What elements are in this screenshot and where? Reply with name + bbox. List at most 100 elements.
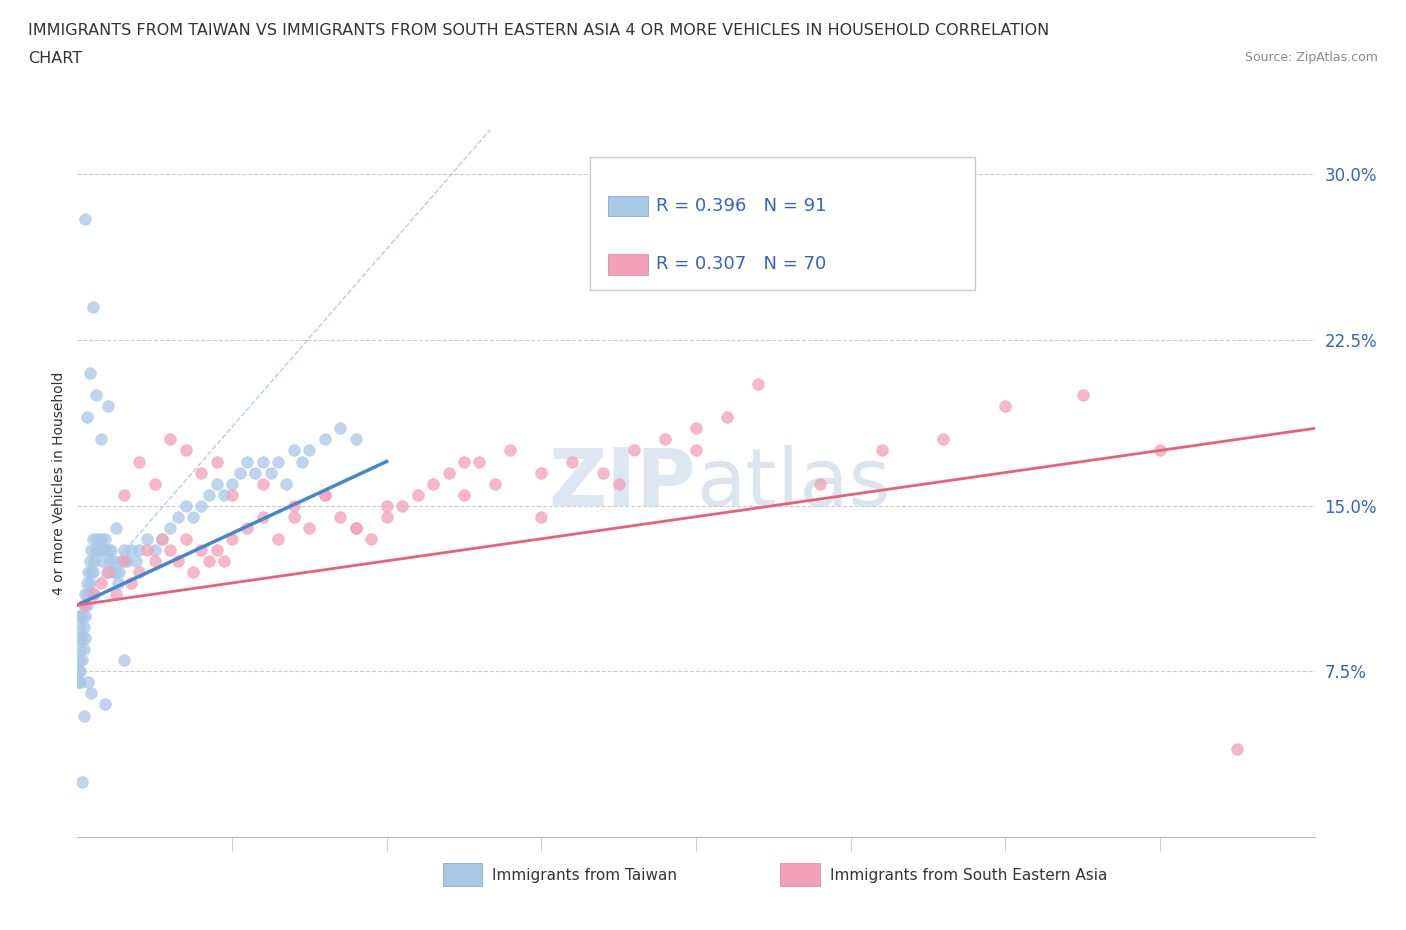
Point: [83, 587, 105, 602]
Y-axis label: 4 or more Vehicles in Household: 4 or more Vehicles in Household: [52, 372, 66, 595]
Point: [128, 454, 150, 469]
Point: [932, 432, 955, 447]
Point: [90, 432, 111, 447]
Point: [453, 487, 475, 502]
Point: [592, 465, 614, 480]
Point: [93, 542, 115, 557]
Point: [80, 542, 103, 557]
Point: [105, 587, 127, 602]
Point: [69, 619, 91, 634]
Point: [1226, 741, 1249, 756]
Point: [72, 642, 94, 657]
Point: [70, 775, 93, 790]
Point: [79, 365, 101, 380]
Point: [1149, 443, 1171, 458]
Point: [221, 487, 243, 502]
Point: [76, 598, 98, 613]
Point: [70, 609, 93, 624]
Point: [86, 531, 108, 546]
Point: [70, 653, 93, 668]
Point: [75, 587, 96, 602]
Point: [267, 454, 290, 469]
Point: [747, 377, 769, 392]
Point: [174, 443, 197, 458]
Point: [252, 510, 274, 525]
Point: [67, 631, 90, 645]
Point: [214, 553, 236, 568]
Point: [128, 565, 150, 579]
Point: [103, 553, 125, 568]
Point: [808, 476, 831, 491]
Point: [77, 675, 100, 690]
Point: [101, 565, 124, 579]
Point: [391, 498, 413, 513]
Point: [190, 465, 212, 480]
Point: [530, 510, 553, 525]
Point: [79, 576, 101, 591]
Point: [80, 565, 103, 579]
Point: [82, 587, 104, 602]
Point: [97, 542, 120, 557]
Point: [197, 553, 219, 568]
Point: [252, 476, 274, 491]
Point: [406, 487, 429, 502]
Point: [344, 521, 367, 536]
Point: [80, 686, 103, 701]
Point: [98, 553, 121, 568]
Point: [83, 553, 105, 568]
Point: [152, 531, 174, 546]
Point: [870, 443, 893, 458]
Point: [112, 542, 135, 557]
Point: [79, 553, 101, 568]
Point: [75, 609, 96, 624]
Point: [143, 542, 166, 557]
Point: [283, 443, 305, 458]
Text: Source: ZipAtlas.com: Source: ZipAtlas.com: [1244, 51, 1378, 64]
Point: [453, 454, 475, 469]
Point: [260, 465, 283, 480]
Text: CHART: CHART: [28, 51, 82, 66]
Point: [530, 465, 553, 480]
Point: [72, 598, 94, 613]
Point: [77, 587, 100, 602]
Point: [174, 531, 197, 546]
Text: IMMIGRANTS FROM TAIWAN VS IMMIGRANTS FROM SOUTH EASTERN ASIA 4 OR MORE VEHICLES : IMMIGRANTS FROM TAIWAN VS IMMIGRANTS FRO…: [28, 23, 1049, 38]
Point: [87, 542, 110, 557]
Point: [375, 498, 398, 513]
Point: [143, 476, 166, 491]
Point: [110, 553, 132, 568]
Point: [1071, 388, 1094, 403]
Point: [236, 521, 259, 536]
Point: [159, 542, 181, 557]
Point: [267, 531, 290, 546]
Point: [283, 510, 305, 525]
Point: [72, 619, 94, 634]
Point: [84, 542, 107, 557]
Point: [143, 553, 166, 568]
Point: [190, 542, 212, 557]
Point: [252, 454, 274, 469]
Point: [221, 476, 243, 491]
Point: [994, 399, 1017, 414]
Point: [183, 510, 205, 525]
Point: [75, 598, 96, 613]
Point: [314, 487, 336, 502]
Point: [67, 664, 90, 679]
Point: [360, 531, 382, 546]
Point: [236, 454, 259, 469]
Point: [190, 498, 212, 513]
Point: [205, 476, 228, 491]
Point: [121, 542, 143, 557]
Point: [77, 565, 100, 579]
Point: [75, 631, 96, 645]
Point: [94, 698, 117, 712]
Point: [298, 521, 321, 536]
Point: [90, 531, 111, 546]
Point: [499, 443, 522, 458]
Text: Immigrants from South Eastern Asia: Immigrants from South Eastern Asia: [830, 868, 1107, 883]
Point: [561, 454, 583, 469]
Point: [96, 565, 118, 579]
Point: [128, 542, 150, 557]
Point: [82, 565, 104, 579]
Point: [344, 521, 367, 536]
